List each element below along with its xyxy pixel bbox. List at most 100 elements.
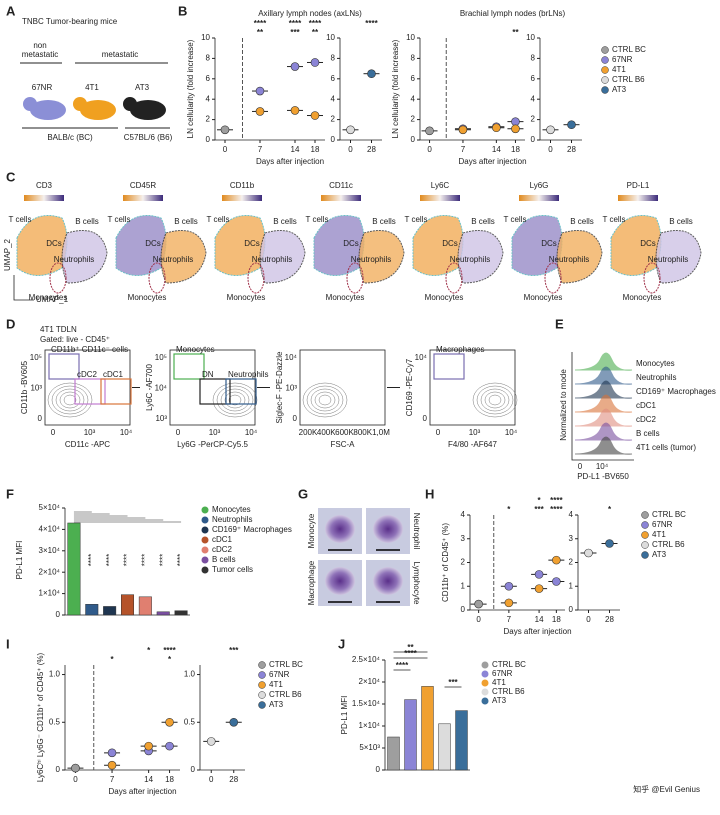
umap-cluster bbox=[247, 262, 265, 294]
legend-label: CTRL BC bbox=[652, 510, 686, 519]
marker-label: CD11b bbox=[230, 181, 255, 190]
gate-label: Macrophages bbox=[436, 345, 484, 354]
bar bbox=[421, 686, 434, 771]
y-tick-label: 4 bbox=[569, 510, 574, 519]
cluster-label: T cells bbox=[405, 215, 428, 224]
y-tick-label: 4 bbox=[411, 94, 416, 103]
x-tick-label: 0 bbox=[209, 775, 214, 784]
point bbox=[165, 717, 174, 727]
gate bbox=[48, 353, 80, 380]
y-tick-label: 10³ bbox=[30, 384, 42, 393]
cell bbox=[325, 515, 355, 543]
cluster-label: Monocytes bbox=[425, 293, 464, 302]
cluster-label: T cells bbox=[306, 215, 329, 224]
cluster-label: Neutrophils bbox=[549, 255, 589, 264]
x-tick-label: 1,0M bbox=[372, 428, 390, 437]
contour bbox=[310, 388, 340, 412]
gate-label: DN bbox=[202, 370, 214, 379]
contour bbox=[63, 394, 77, 406]
bar bbox=[156, 611, 170, 616]
y-tick-label: 2 bbox=[569, 558, 574, 567]
legend-label: 67NR bbox=[492, 669, 513, 678]
significance: **** bbox=[158, 554, 167, 566]
contour bbox=[488, 394, 502, 406]
legend-label: CTRL BC bbox=[612, 45, 646, 54]
significance: ** bbox=[512, 28, 519, 37]
legend-swatch bbox=[201, 506, 209, 514]
cluster-label: Monocytes bbox=[623, 293, 662, 302]
x-tick-label: 7 bbox=[110, 775, 115, 784]
y-tick-label: 6 bbox=[331, 74, 336, 83]
legend-swatch bbox=[201, 526, 209, 534]
x-tick-label: 0 bbox=[427, 145, 432, 154]
axis bbox=[199, 665, 245, 771]
y-tick-label: 1.5×10⁴ bbox=[352, 699, 381, 708]
legend-label: cDC1 bbox=[212, 535, 233, 544]
legend-label: 4T1 bbox=[652, 530, 666, 539]
cluster-label: B cells bbox=[75, 217, 99, 226]
x-tick-label: 18 bbox=[165, 775, 174, 784]
colorbar bbox=[618, 195, 658, 201]
cluster-label: T cells bbox=[504, 215, 527, 224]
cluster-label: Monocytes bbox=[326, 293, 365, 302]
significance: * bbox=[608, 505, 612, 514]
gate bbox=[74, 378, 106, 405]
point bbox=[425, 126, 434, 136]
legend-swatch bbox=[641, 531, 649, 539]
bar bbox=[174, 610, 188, 616]
gate-label: cDC2 bbox=[77, 370, 98, 379]
x-tick-label: 600K bbox=[335, 428, 354, 437]
legend-swatch bbox=[481, 661, 489, 669]
significance: * bbox=[110, 655, 114, 664]
cell bbox=[373, 567, 403, 595]
y-tick-label: 4 bbox=[461, 510, 466, 519]
significance: **** bbox=[123, 554, 132, 566]
y-tick-label: 4 bbox=[331, 94, 336, 103]
y-axis-label: PD-L1 MFI bbox=[340, 696, 349, 735]
y-axis-label: Normalized to mode bbox=[559, 369, 568, 441]
point bbox=[546, 125, 555, 135]
y-tick-label: 2 bbox=[331, 115, 336, 124]
cluster-label: B cells bbox=[372, 217, 396, 226]
y-tick-label: 10⁴ bbox=[285, 353, 298, 362]
cluster-label: B cells bbox=[174, 217, 198, 226]
legend-swatch bbox=[201, 536, 209, 544]
cell bbox=[325, 567, 355, 595]
cluster-label: DCs bbox=[640, 239, 656, 248]
significance: ** bbox=[312, 28, 319, 37]
legend-swatch bbox=[258, 681, 266, 689]
legend-label: CTRL B6 bbox=[269, 690, 302, 699]
x-tick-label: 10⁴ bbox=[505, 428, 518, 437]
cell-label: Monocyte bbox=[307, 513, 316, 548]
axis bbox=[469, 515, 565, 611]
y-tick-label: 0 bbox=[56, 610, 61, 619]
flow-plot bbox=[169, 349, 256, 426]
x-tick-label: 10³ bbox=[84, 428, 96, 437]
y-tick-label: 10⁵ bbox=[155, 353, 167, 362]
legend-swatch bbox=[258, 691, 266, 699]
y-tick-label: 3 bbox=[569, 534, 574, 543]
umap-cluster bbox=[556, 230, 603, 284]
gate-label: Neutrophils bbox=[228, 370, 268, 379]
y-tick-label: 5×10⁴ bbox=[39, 503, 61, 512]
legend-swatch bbox=[481, 688, 489, 696]
histogram bbox=[574, 366, 633, 385]
legend-label: AT3 bbox=[269, 700, 284, 709]
x-tick-label: 7 bbox=[258, 145, 263, 154]
x-tick-label: 10⁴ bbox=[245, 428, 258, 437]
legend-label: 4T1 bbox=[612, 65, 626, 74]
x-axis-label: PD-L1 -BV650 bbox=[577, 472, 629, 481]
cluster-label: DCs bbox=[46, 239, 62, 248]
x-tick-label: 28 bbox=[567, 145, 576, 154]
point bbox=[165, 741, 174, 751]
x-tick-label: 14 bbox=[291, 145, 300, 154]
x-axis-label: Days after injection bbox=[503, 627, 571, 636]
bar bbox=[404, 699, 417, 771]
y-tick-label: 0 bbox=[206, 135, 211, 144]
y-tick-label: 4 bbox=[531, 94, 536, 103]
gate bbox=[433, 353, 465, 380]
point bbox=[474, 599, 483, 609]
point bbox=[310, 111, 320, 120]
colorbar bbox=[519, 195, 559, 201]
y-tick-label: 0 bbox=[423, 414, 428, 423]
